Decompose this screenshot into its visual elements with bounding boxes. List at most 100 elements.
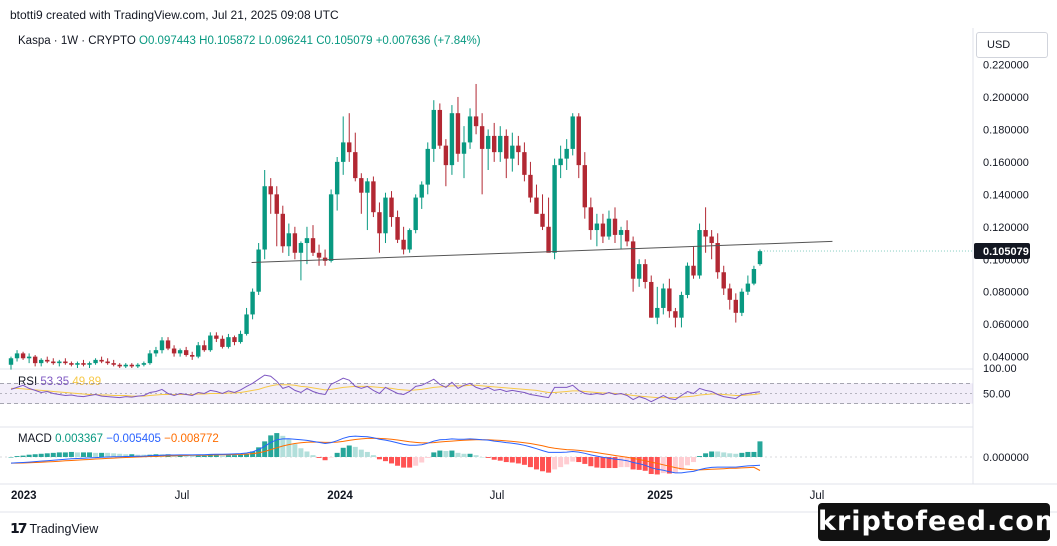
candle: [304, 238, 310, 244]
macd-histogram-bar: [425, 457, 431, 458]
price-change: +0.007636 (+7.84%): [375, 35, 481, 47]
macd-histogram-bar: [358, 449, 364, 457]
candle: [419, 184, 424, 198]
currency-selector[interactable]: USD: [976, 32, 1048, 58]
candle: [262, 186, 267, 250]
candle: [135, 364, 141, 367]
macd-histogram-bar: [515, 457, 521, 464]
candle: [498, 135, 503, 153]
macd-histogram-bar: [521, 457, 527, 465]
macd-histogram-bar: [250, 451, 256, 457]
macd-value: −0.005405: [106, 433, 161, 445]
candles-group: [8, 83, 763, 370]
macd-signal-value: −0.008772: [164, 433, 219, 445]
macd-histogram-bar: [274, 433, 280, 457]
candle: [661, 288, 666, 308]
macd-histogram-bar: [485, 457, 491, 458]
macd-histogram-bar: [727, 453, 733, 457]
candle: [177, 350, 183, 354]
macd-histogram-bar: [684, 457, 690, 466]
candle: [111, 363, 116, 365]
macd-histogram-bar: [111, 453, 117, 457]
rsi-line: [10, 374, 761, 403]
candle: [256, 249, 261, 292]
candle: [576, 116, 581, 166]
candle: [504, 135, 509, 159]
macd-histogram-bar: [62, 452, 68, 457]
macd-histogram-bar: [721, 452, 727, 457]
macd-histogram-bar: [546, 457, 552, 473]
price-tick-label: 0.160000: [983, 157, 1029, 169]
candle: [341, 142, 346, 162]
tradingview-logo-icon: 𝟭𝟳: [10, 520, 28, 536]
macd-histogram-bar: [340, 447, 346, 457]
rsi-tick-label: 50.00: [983, 389, 1011, 401]
ohlc-open: O0.097443: [139, 35, 196, 47]
macd-histogram-bar: [624, 457, 630, 468]
macd-histogram-bar: [691, 457, 697, 463]
macd-histogram-bar: [672, 457, 678, 474]
macd-histogram-bar: [56, 452, 62, 457]
candle: [220, 338, 225, 347]
candle: [401, 239, 406, 250]
macd-histogram-bar: [497, 457, 503, 461]
macd-histogram-bar: [491, 457, 497, 460]
macd-histogram-bar: [370, 455, 376, 457]
price-tick-label: 0.060000: [983, 319, 1029, 331]
macd-histogram-bar: [99, 452, 105, 457]
macd-histogram-bar: [552, 457, 558, 470]
macd-histogram-bar: [38, 453, 44, 457]
macd-histogram-bar: [280, 435, 286, 457]
macd-histogram-bar: [153, 454, 159, 457]
macd-histogram-bar: [268, 435, 274, 457]
macd-histogram-bar: [328, 457, 334, 458]
candle: [492, 135, 497, 153]
rsi-ma-line: [11, 384, 761, 399]
price-tick-label: 0.180000: [983, 124, 1029, 136]
macd-histogram-bar: [757, 441, 763, 457]
macd-histogram-bar: [256, 447, 262, 457]
candle: [516, 145, 521, 153]
macd-histogram-bar: [310, 455, 316, 457]
candle: [455, 113, 461, 154]
candle: [522, 152, 527, 175]
candle: [371, 181, 376, 213]
candle: [171, 348, 177, 354]
macd-histogram-bar: [739, 452, 745, 457]
macd-histogram-bar: [745, 451, 751, 457]
price-tick-label: 0.220000: [983, 59, 1029, 71]
macd-histogram-bar: [437, 450, 443, 457]
candle: [147, 353, 153, 364]
candle: [63, 361, 68, 364]
macd-histogram-bar: [431, 452, 437, 457]
macd-histogram-bar: [407, 457, 413, 468]
candle: [624, 230, 630, 242]
macd-histogram-bar: [654, 457, 660, 475]
price-tick-label: 0.100000: [983, 254, 1029, 266]
macd-histogram-bar: [455, 452, 461, 457]
candle: [310, 238, 316, 253]
macd-histogram-bar: [527, 457, 533, 468]
candle: [745, 283, 751, 292]
candle: [123, 364, 128, 367]
macd-histogram-bar: [419, 457, 425, 463]
candle: [612, 218, 618, 235]
macd-histogram-bar: [751, 451, 757, 457]
time-tick-label: 2023: [11, 490, 37, 502]
candle: [443, 145, 449, 166]
macd-histogram-bar: [376, 457, 382, 460]
candle: [473, 116, 479, 127]
macd-histogram-bar: [382, 457, 388, 462]
candle: [606, 218, 612, 237]
price-tick-label: 0.120000: [983, 222, 1029, 234]
macd-histogram-bar: [503, 457, 509, 463]
symbol-name: Kaspa · 1W · CRYPTO: [18, 35, 136, 47]
candle: [685, 265, 690, 295]
macd-histogram-bar: [117, 453, 123, 457]
macd-histogram-bar: [135, 454, 141, 457]
macd-histogram-bar: [74, 452, 80, 457]
candle: [8, 358, 14, 365]
candle: [413, 197, 418, 231]
candle: [757, 251, 763, 265]
